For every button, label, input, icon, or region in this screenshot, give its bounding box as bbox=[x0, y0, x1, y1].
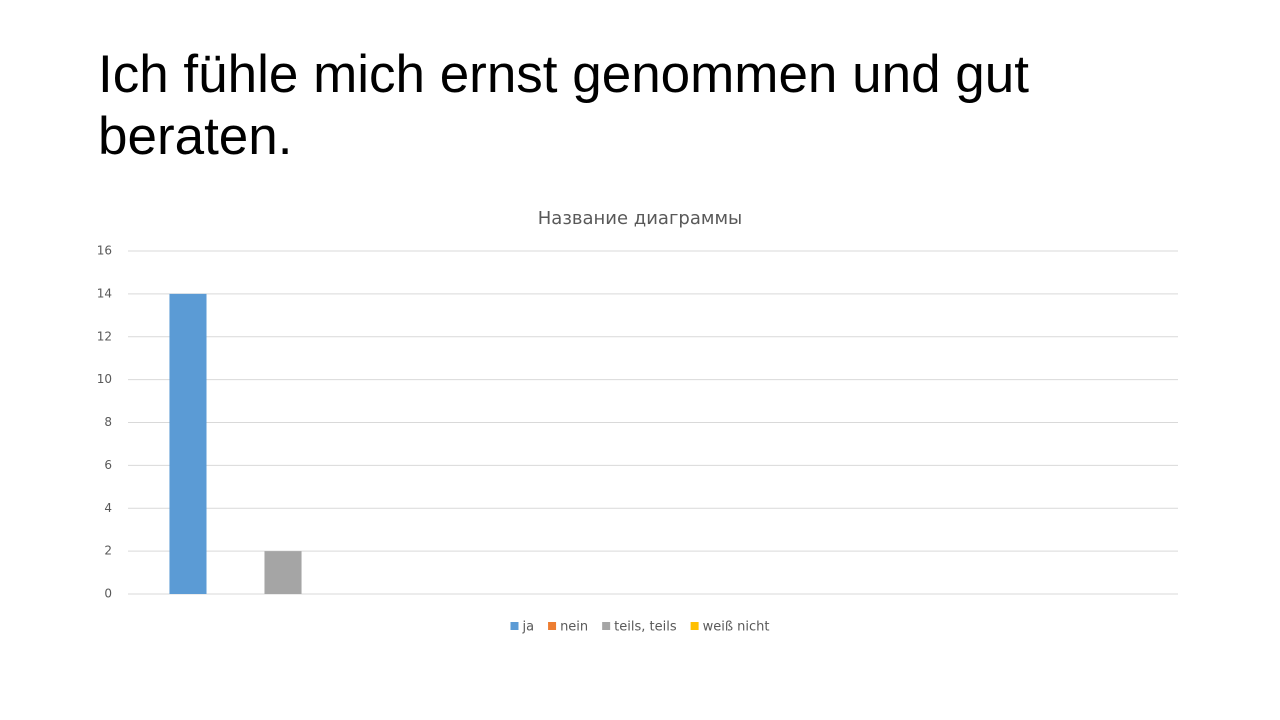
y-tick-label: 12 bbox=[97, 329, 112, 343]
bar bbox=[264, 551, 302, 594]
y-tick-label: 16 bbox=[97, 244, 112, 258]
legend-swatch bbox=[548, 622, 557, 630]
bar bbox=[169, 293, 207, 594]
legend-label: nein bbox=[560, 620, 588, 635]
legend-label: teils, teils bbox=[614, 620, 677, 635]
y-tick-label: 6 bbox=[104, 458, 112, 472]
chart-title: Название диаграммы bbox=[538, 208, 743, 229]
legend-swatch bbox=[602, 622, 611, 630]
y-tick-label: 14 bbox=[97, 286, 112, 300]
y-tick-label: 10 bbox=[97, 372, 112, 386]
legend-swatch bbox=[690, 622, 699, 630]
slide-title: Ich fühle mich ernst genommen und gut be… bbox=[98, 45, 1029, 166]
legend-swatch bbox=[510, 622, 519, 630]
legend-label: weiß nicht bbox=[703, 620, 770, 635]
y-tick-label: 8 bbox=[104, 415, 112, 429]
legend-label: ja bbox=[521, 620, 534, 635]
y-tick-label: 0 bbox=[104, 587, 112, 601]
y-tick-label: 2 bbox=[104, 544, 112, 558]
y-tick-label: 4 bbox=[104, 501, 112, 515]
